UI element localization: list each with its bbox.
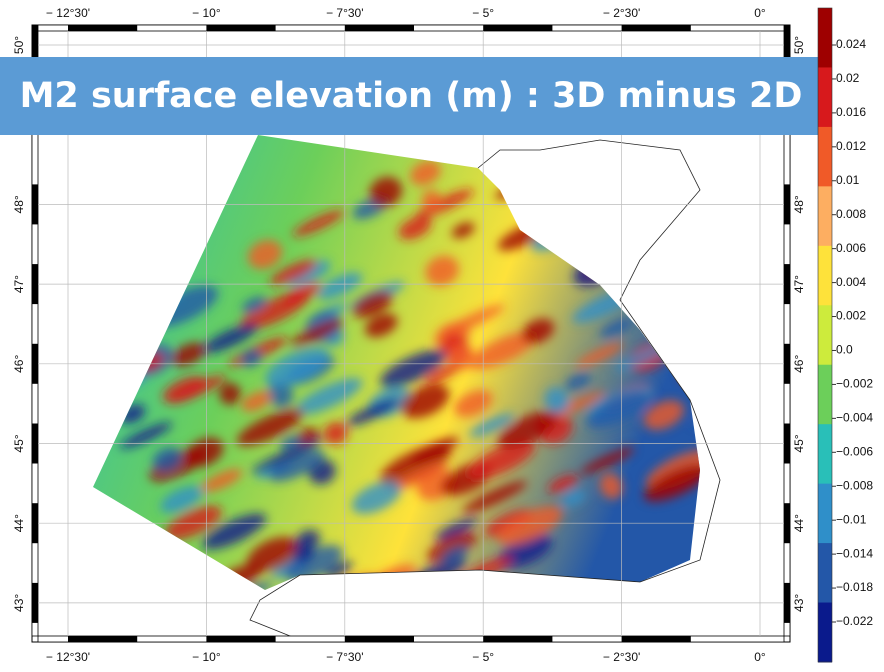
colorbar-label: −0.008 (836, 478, 873, 492)
frame-segment (32, 583, 38, 623)
frame-segment (32, 503, 38, 543)
lon-label: − 7°30' (326, 650, 363, 664)
colorbar-segment (818, 67, 832, 127)
frame-segment (345, 25, 414, 31)
lat-label: 48° (792, 195, 806, 213)
colorbar-label: −0.022 (836, 614, 873, 628)
colorbar-label: −0.006 (836, 444, 873, 458)
lon-label: − 5° (472, 650, 494, 664)
frame-segment (32, 424, 38, 464)
colorbar-segment (818, 424, 832, 484)
frame-segment (206, 25, 275, 31)
lat-label: 48° (12, 195, 26, 213)
lat-label: 44° (12, 514, 26, 532)
frame-segment (784, 264, 790, 304)
colorbar-segment (818, 305, 832, 365)
colorbar-label: 0.008 (836, 207, 866, 221)
frame-segment (68, 636, 137, 642)
colorbar-segment (818, 603, 832, 663)
colorbar-label: −0.004 (836, 411, 873, 425)
colorbar-label: 0.004 (836, 275, 866, 289)
colorbar-segment (818, 365, 832, 425)
frame-segment (622, 636, 691, 642)
frame-segment (32, 184, 38, 224)
frame-segment (32, 264, 38, 304)
colorbar-segment (818, 8, 832, 68)
lon-label: − 12°30' (46, 650, 90, 664)
frame-segment (483, 636, 552, 642)
lon-label: − 7°30' (326, 6, 363, 20)
frame-segment (32, 344, 38, 384)
colorbar-label: −0.01 (836, 512, 867, 526)
colorbar-label: 0.02 (836, 71, 860, 85)
frame-segment (784, 583, 790, 623)
colorbar-label: 0.01 (836, 173, 860, 187)
frame-segment (345, 636, 414, 642)
lon-label: − 10° (192, 650, 221, 664)
frame-segment (784, 424, 790, 464)
lon-label: − 2°30' (603, 650, 640, 664)
colorbar-segment (818, 543, 832, 603)
colorbar-label: −0.018 (836, 580, 873, 594)
lon-label: − 5° (472, 6, 494, 20)
colorbar-label: 0.016 (836, 105, 866, 119)
lat-label: 50° (12, 36, 26, 54)
frame-segment (206, 636, 275, 642)
frame-segment (784, 344, 790, 384)
colorbar-label: −0.014 (836, 546, 873, 560)
lat-label: 43° (12, 594, 26, 612)
lat-label: 44° (792, 514, 806, 532)
colorbar-label: 0.0 (836, 343, 853, 357)
colorbar-segment (818, 127, 832, 187)
lon-label: − 2°30' (603, 6, 640, 20)
frame-segment (68, 25, 137, 31)
lat-label: 43° (792, 594, 806, 612)
frame-segment (622, 25, 691, 31)
lon-label: 0° (754, 6, 766, 20)
lat-label: 45° (12, 434, 26, 452)
lon-label: − 12°30' (46, 6, 90, 20)
colorbar-label: −0.002 (836, 377, 873, 391)
colorbar-segment (818, 484, 832, 544)
title: M2 surface elevation (m) : 3D minus 2D (20, 76, 803, 116)
lat-label: 45° (792, 434, 806, 452)
frame-segment (483, 25, 552, 31)
lon-label: − 10° (192, 6, 221, 20)
colorbar-label: 0.006 (836, 241, 866, 255)
frame-segment (784, 184, 790, 224)
colorbar-label: 0.012 (836, 139, 866, 153)
colorbar-segment (818, 246, 832, 306)
lon-label: 0° (754, 650, 766, 664)
colorbar-label: 0.002 (836, 309, 866, 323)
lat-label: 50° (792, 36, 806, 54)
lat-label: 47° (792, 275, 806, 293)
lat-label: 47° (12, 275, 26, 293)
colorbar-label: 0.024 (836, 37, 866, 51)
colorbar-segment (818, 186, 832, 246)
lat-label: 46° (792, 355, 806, 373)
frame-segment (784, 503, 790, 543)
map-figure: − 12°30' − 12°30' − 10° − 10° − 7°30' − 7°30'… (0, 0, 884, 667)
lat-label: 46° (12, 355, 26, 373)
